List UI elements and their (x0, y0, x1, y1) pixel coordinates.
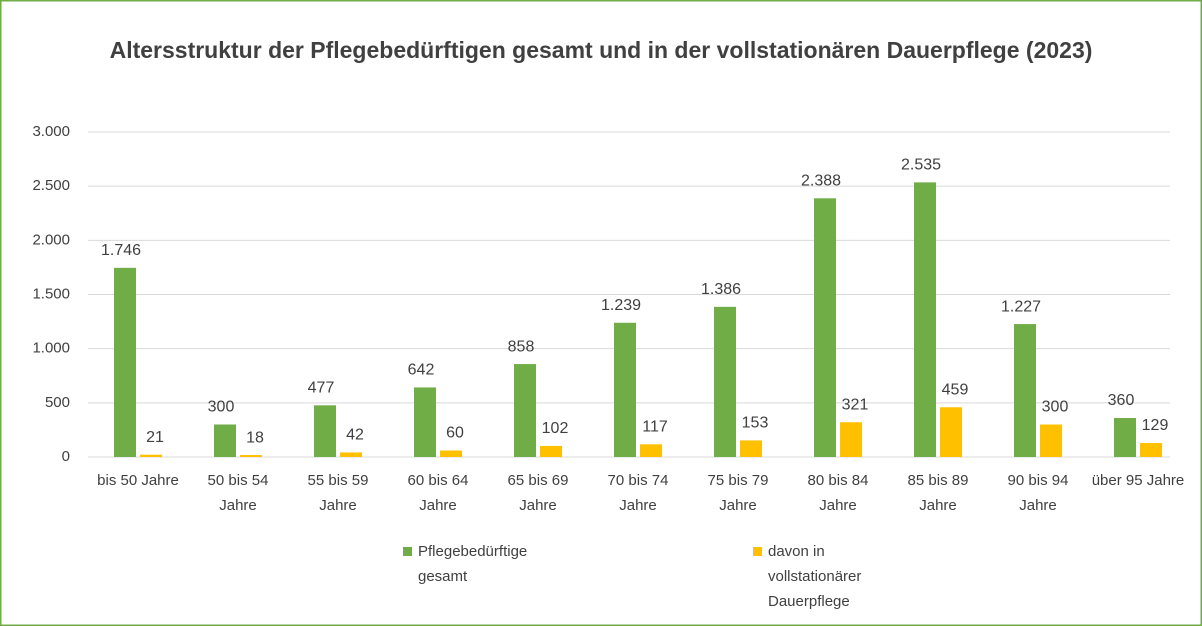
data-label: 129 (1142, 417, 1169, 434)
data-label: 42 (346, 427, 364, 444)
bar (614, 322, 636, 457)
x-tick-label: 55 bis 59 Jahre (308, 472, 369, 514)
x-tick-label: über 95 Jahre (1092, 472, 1185, 489)
bar (314, 405, 336, 457)
x-tick-label: 90 bis 94 Jahre (1008, 472, 1069, 514)
data-label: 1.386 (701, 281, 741, 298)
bar (914, 182, 936, 457)
data-label: 102 (542, 420, 569, 437)
x-tick-label: 80 bis 84 Jahre (808, 472, 869, 514)
bar (114, 267, 136, 457)
legend-label: Pflegebedürftige gesamt (418, 543, 527, 585)
bar (1114, 418, 1136, 457)
data-label: 2.535 (901, 157, 941, 174)
data-label: 21 (146, 429, 164, 446)
bar (940, 407, 962, 457)
bar (840, 422, 862, 457)
data-label: 321 (842, 396, 869, 413)
data-label: 642 (408, 362, 435, 379)
data-label: 477 (308, 380, 335, 397)
x-tick-label: 50 bis 54 Jahre (208, 472, 269, 514)
data-label: 300 (1042, 399, 1069, 416)
y-tick-label: 2.500 (32, 177, 70, 194)
x-tick-label: 85 bis 89 Jahre (908, 472, 969, 514)
data-label: 117 (642, 419, 668, 436)
bar (814, 198, 836, 458)
x-tick-label: 60 bis 64 Jahre (408, 472, 469, 514)
data-label: 2.388 (801, 173, 841, 190)
data-label: 1.239 (601, 297, 641, 314)
bar (540, 445, 562, 457)
bar (140, 454, 162, 457)
data-label: 360 (1108, 392, 1135, 409)
bar (1140, 443, 1162, 457)
data-label: 153 (742, 415, 769, 432)
bar (214, 424, 236, 457)
chart-title: Altersstruktur der Pflegebedürftigen ges… (110, 37, 1093, 63)
legend-swatch (403, 547, 412, 556)
y-tick-label: 3.000 (32, 123, 70, 140)
bar (1040, 424, 1062, 457)
x-tick-label: 70 bis 74 Jahre (608, 472, 669, 514)
bar (240, 455, 262, 457)
legend-swatch (753, 547, 762, 556)
data-label: 18 (246, 429, 264, 446)
data-label: 1.227 (1001, 298, 1041, 315)
legend-label: davon in vollstationärer Dauerpflege (768, 543, 861, 610)
bar (340, 452, 362, 457)
bar (714, 306, 736, 457)
y-tick-label: 0 (62, 448, 70, 465)
x-tick-label: 65 bis 69 Jahre (508, 472, 569, 514)
bar (1014, 324, 1036, 457)
bar (640, 444, 662, 457)
y-tick-label: 1.000 (32, 340, 70, 357)
y-tick-label: 500 (45, 394, 70, 411)
bar (440, 450, 462, 457)
data-label: 459 (942, 381, 969, 398)
data-label: 1.746 (101, 242, 141, 259)
bar (740, 440, 762, 457)
y-tick-label: 2.000 (32, 231, 70, 248)
data-label: 300 (208, 399, 235, 416)
x-tick-label: 75 bis 79 Jahre (708, 472, 769, 514)
y-tick-label: 1.500 (32, 285, 70, 302)
bar (414, 387, 436, 457)
data-label: 60 (446, 425, 464, 442)
bar (514, 364, 536, 457)
data-label: 858 (508, 338, 535, 355)
x-tick-label: bis 50 Jahre (97, 472, 179, 489)
